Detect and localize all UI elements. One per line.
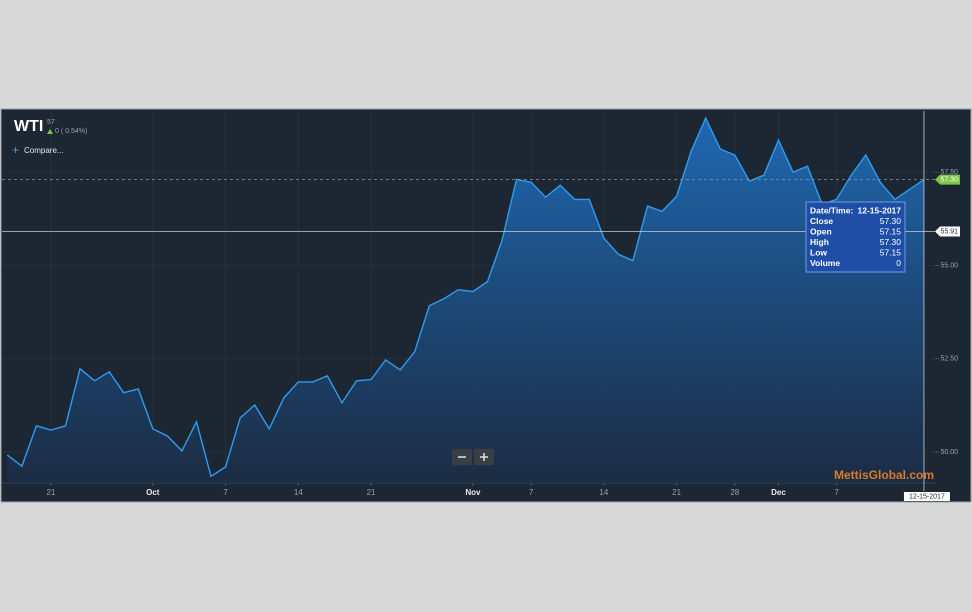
x-tick-label: 21: [672, 488, 681, 497]
x-tick-label: 7: [223, 488, 228, 497]
tooltip-date: 12-15-2017: [858, 205, 902, 215]
x-tick-label: Dec: [771, 488, 786, 497]
y-tick-label: 55.00: [940, 262, 958, 269]
tooltip-row-label: Low: [810, 247, 827, 257]
x-tick-label: 14: [599, 488, 608, 497]
crosshair-date-label: 12-15-2017: [909, 493, 945, 500]
x-tick-label: 7: [529, 488, 534, 497]
watermark: MettisGlobal.com: [834, 468, 934, 482]
area-fill: [7, 118, 925, 483]
tooltip-row-value: 57.30: [880, 237, 902, 247]
crosshair-label: 55.91: [940, 228, 958, 235]
compare-plus-icon[interactable]: +: [12, 143, 19, 157]
x-tick-label: Oct: [146, 488, 160, 497]
last-value: 57: [47, 119, 55, 126]
tooltip-date-label: Date/Time:: [810, 205, 853, 215]
x-tick-label: Nov: [465, 488, 481, 497]
tooltip-row-label: Close: [810, 216, 833, 226]
y-tick-label: 50.00: [940, 449, 958, 456]
tooltip-row-label: High: [810, 237, 829, 247]
x-tick-label: 21: [46, 488, 55, 497]
tooltip-box: [805, 201, 906, 273]
tooltip-row-label: Open: [810, 226, 832, 236]
up-arrow-icon: [47, 129, 53, 134]
compare-button[interactable]: Compare...: [24, 146, 64, 155]
crosshair-tag: [935, 226, 960, 237]
zoom-in-icon: [480, 453, 488, 461]
tooltip-row-value: 57.30: [880, 216, 902, 226]
x-tick-label: 7: [834, 488, 839, 497]
last-price-tag: [935, 174, 960, 185]
change-value: 0 ( 0.54%): [55, 128, 87, 135]
tooltip-row-value: 57.15: [880, 226, 902, 236]
x-tick-label: 21: [367, 488, 376, 497]
y-tick-label: 57.50: [940, 169, 958, 176]
x-tick-label: 28: [730, 488, 739, 497]
tooltip-row-value: 0: [896, 258, 901, 268]
tooltip-row-value: 57.15: [880, 247, 902, 257]
tooltip-row-label: Volume: [810, 258, 840, 268]
y-tick-label: 52.50: [940, 356, 958, 363]
last-price-label: 57.30: [940, 176, 958, 183]
chart-title: WTI: [14, 118, 43, 135]
crosshair-date-tag: [903, 492, 950, 501]
price-line: [6, 116, 925, 478]
x-tick-label: 14: [294, 488, 303, 497]
